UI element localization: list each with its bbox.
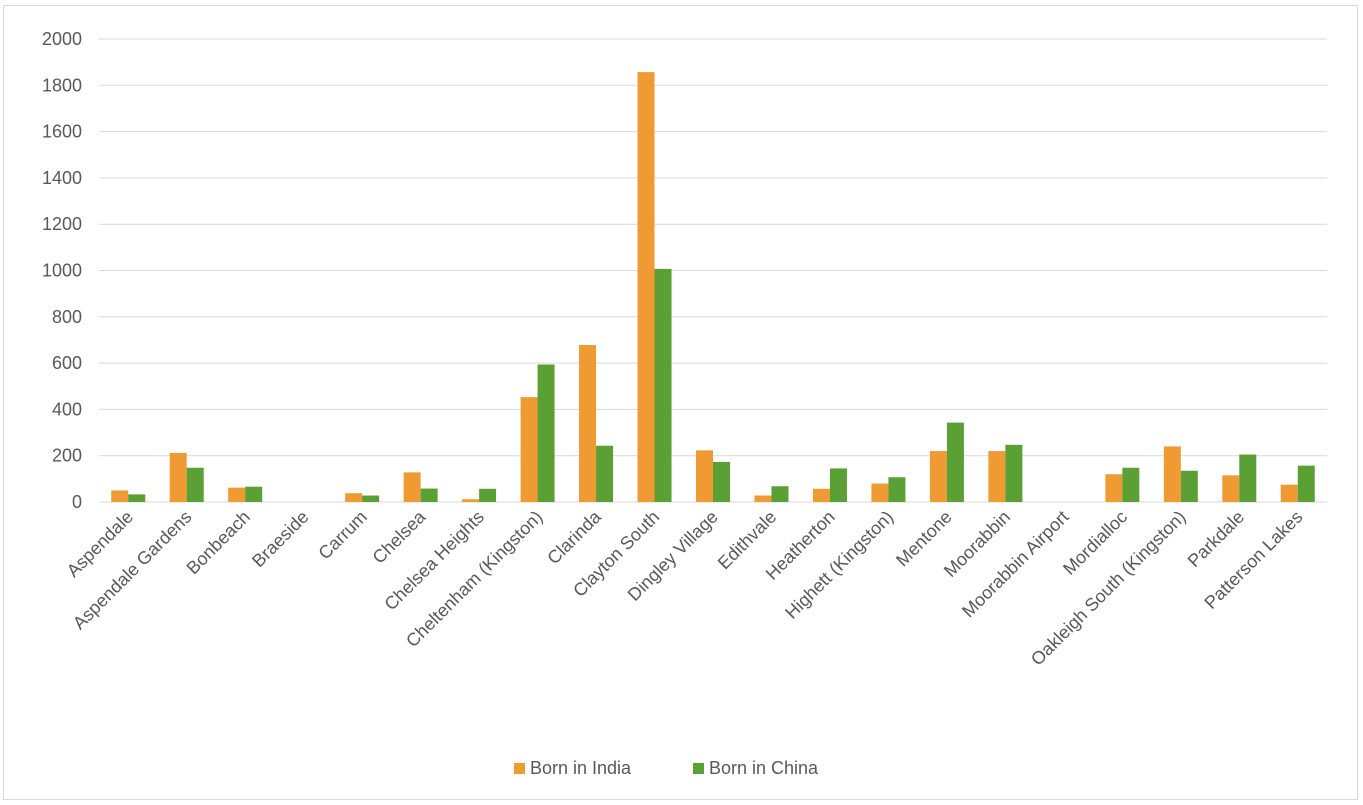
axes: 0 200 400 600 800 1000 1200 1400 1600 1800 2000 Asp… — [42, 29, 1307, 669]
y-tick-label: 1400 — [42, 168, 82, 188]
bar-born-in-china — [1180, 470, 1198, 502]
x-tick-label: Aspendale Gardens — [69, 507, 196, 634]
bar-born-in-china — [1005, 444, 1023, 502]
y-tick-label: 400 — [52, 399, 82, 419]
bar-born-in-india — [111, 490, 129, 502]
bar-born-in-india — [871, 483, 889, 502]
x-tick-label: Patterson Lakes — [1200, 507, 1306, 613]
x-tick-label: Moorabbin Airport — [958, 507, 1073, 622]
bar-born-in-india — [345, 493, 363, 502]
y-tick-label: 1800 — [42, 75, 82, 95]
bar-born-in-india — [520, 397, 538, 502]
bar-born-in-china — [128, 494, 146, 502]
x-tick-label: Carrum — [314, 507, 371, 564]
bar-born-in-india — [403, 472, 421, 502]
bar-born-in-china — [654, 268, 672, 502]
y-tick-label: 800 — [52, 307, 82, 327]
y-tick-label: 1600 — [42, 122, 82, 142]
bar-born-in-india — [696, 450, 713, 502]
bar-born-in-china — [1297, 465, 1315, 502]
bar-born-in-india — [754, 495, 772, 502]
bar-born-in-china — [713, 461, 730, 502]
bar-born-in-china — [946, 422, 964, 502]
chart-container: 0 200 400 600 800 1000 1200 1400 1600 1800 2000 Asp… — [3, 5, 1358, 800]
bar-born-in-india — [1163, 446, 1181, 502]
bar-born-in-india — [988, 451, 1006, 502]
bar-born-in-china — [888, 477, 906, 502]
bars — [111, 72, 1315, 503]
x-tick-label: Chelsea Heights — [380, 507, 488, 615]
bar-born-in-china — [537, 364, 555, 502]
bar-born-in-china — [186, 467, 204, 502]
x-tick-label: Bonbeach — [183, 507, 254, 578]
x-tick-label: Braeside — [248, 507, 312, 571]
legend-swatch-born-in-india — [514, 763, 525, 774]
bar-born-in-india — [462, 499, 480, 502]
bar-born-in-china — [596, 445, 614, 502]
gridlines — [99, 38, 1327, 503]
bar-born-in-china — [829, 468, 847, 502]
y-tick-label: 200 — [52, 446, 82, 466]
y-tick-label: 1200 — [42, 214, 82, 234]
bar-born-in-india — [1222, 475, 1240, 502]
y-tick-label: 2000 — [42, 29, 82, 49]
bar-born-in-china — [245, 486, 263, 502]
bar-born-in-india — [169, 452, 187, 502]
bar-born-in-india — [637, 72, 655, 503]
bar-born-in-india — [929, 451, 947, 502]
legend-label: Born in India — [530, 758, 632, 778]
y-tick-label: 1000 — [42, 261, 82, 281]
y-tick-label: 0 — [72, 492, 82, 512]
bar-born-in-china — [1239, 454, 1257, 502]
bar-chart: 0 200 400 600 800 1000 1200 1400 1600 1800 2000 Asp… — [42, 29, 1327, 778]
bar-born-in-india — [228, 487, 246, 502]
bar-born-in-india — [1105, 474, 1123, 502]
legend: Born in India Born in China — [514, 758, 819, 778]
legend-swatch-born-in-china — [693, 763, 704, 774]
bar-born-in-india — [812, 488, 830, 502]
bar-born-in-china — [479, 488, 497, 502]
bar-born-in-china — [1122, 467, 1140, 502]
bar-born-in-india — [579, 345, 597, 502]
bar-born-in-china — [420, 488, 438, 502]
x-tick-label: Highett (Kingston) — [781, 507, 897, 623]
bar-born-in-china — [771, 486, 789, 502]
legend-label: Born in China — [709, 758, 819, 778]
bar-born-in-india — [1280, 484, 1298, 502]
bar-born-in-china — [362, 495, 380, 502]
y-tick-label: 600 — [52, 353, 82, 373]
